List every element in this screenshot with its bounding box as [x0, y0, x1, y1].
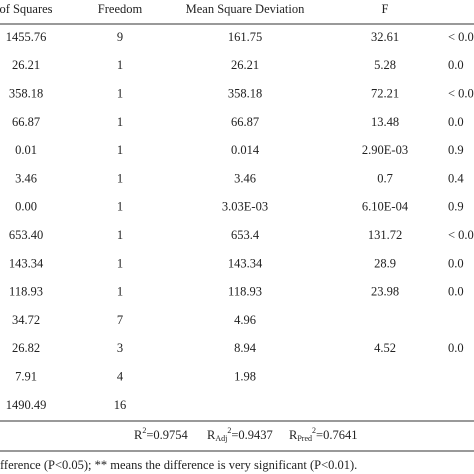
table-cell: 34.72	[12, 313, 40, 327]
table-cell: 1.98	[234, 369, 256, 383]
table-cell: 118.93	[228, 285, 262, 299]
stat-symbol: R	[134, 428, 143, 442]
table-cell: 0.0	[448, 58, 464, 72]
table-cell: 143.34	[9, 256, 44, 270]
table-cell: 0.0	[448, 285, 464, 299]
stat-subscript: Pred	[297, 434, 312, 443]
stat-value: =0.9754	[146, 428, 188, 442]
table-cell: 3	[117, 341, 123, 355]
table-cell: 1	[117, 171, 123, 185]
table-cell: 7	[117, 313, 123, 327]
table-cell: 143.34	[228, 256, 263, 270]
column-header: of Squares	[0, 2, 53, 16]
table-cell: 66.87	[12, 115, 40, 129]
table-cell: 358.18	[228, 86, 262, 100]
stat-value: =0.9437	[231, 428, 272, 442]
table-cell: 4.96	[234, 313, 256, 327]
table-cell: 1	[117, 58, 123, 72]
table-cell: 66.87	[231, 115, 259, 129]
table-cell: 653.4	[231, 228, 260, 242]
column-header: F	[382, 2, 389, 16]
fit-statistic: R2=0.9754	[134, 426, 189, 442]
table-cell: 0.9	[448, 143, 464, 157]
table-cell: 161.75	[228, 30, 262, 44]
table-cell: 358.18	[9, 86, 43, 100]
table-cell: 0.7	[377, 171, 393, 185]
table-cell: 1	[117, 86, 123, 100]
table-cell: 4.52	[374, 341, 396, 355]
table-cell: 3.46	[234, 171, 256, 185]
column-header: Mean Square Deviation	[186, 2, 305, 16]
table-cell: 2.90E-03	[362, 143, 408, 157]
table-cell: 8.94	[234, 341, 257, 355]
table-cell: 7.91	[15, 369, 37, 383]
table-cell: 0.00	[15, 200, 37, 214]
table-cell: 1	[117, 115, 123, 129]
stat-superscript: 2	[142, 426, 146, 435]
stat-symbol: R	[289, 428, 298, 442]
table-cell: 0.4	[448, 171, 464, 185]
table-cell: 4	[117, 369, 124, 383]
table-cell: 3.46	[15, 171, 37, 185]
stat-subscript: Adj	[215, 434, 227, 443]
table-cell: 0.01	[15, 143, 37, 157]
table-cell: 26.21	[231, 58, 259, 72]
stat-superscript: 2	[227, 426, 231, 435]
table-cell: 13.48	[371, 115, 399, 129]
footnote: fference (P<0.05); ** means the differen…	[0, 458, 357, 472]
table-cell: 9	[117, 30, 123, 44]
table-cell: < 0.0	[448, 228, 474, 242]
stat-symbol: R	[207, 428, 216, 442]
table-cell: 32.61	[371, 30, 399, 44]
table-cell: 0.014	[231, 143, 260, 157]
table-cell: 1	[117, 143, 123, 157]
stat-value: =0.7641	[316, 428, 357, 442]
table-cell: 23.98	[371, 285, 399, 299]
table-cell: 1	[117, 256, 123, 270]
table-cell: 6.10E-04	[362, 200, 409, 214]
table-cell: 1455.76	[6, 30, 47, 44]
table-cell: 131.72	[368, 228, 402, 242]
table-cell: < 0.0	[448, 86, 474, 100]
table-cell: 16	[114, 398, 127, 412]
table-cell: 118.93	[9, 285, 43, 299]
column-header: Freedom	[98, 2, 143, 16]
table-cell: 5.28	[374, 58, 396, 72]
fit-statistic: RAdj2=0.9437	[207, 426, 273, 443]
table-cell: 72.21	[371, 86, 399, 100]
table-cell: 1490.49	[6, 398, 47, 412]
table-cell: 28.9	[374, 256, 396, 270]
table-cell: 0.0	[448, 341, 464, 355]
table-cell: 0.0	[448, 115, 464, 129]
table-cell: 0.0	[448, 256, 464, 270]
stat-superscript: 2	[312, 426, 316, 435]
fit-statistic: RPred2=0.7641	[289, 426, 357, 443]
table-cell: 0.9	[448, 200, 464, 214]
table-cell: 26.82	[12, 341, 40, 355]
table-cell: 1	[117, 228, 123, 242]
table-cell: < 0.0	[448, 30, 474, 44]
table-cell: 1	[117, 200, 123, 214]
table-cell: 1	[117, 285, 123, 299]
table-cell: 3.03E-03	[222, 200, 268, 214]
table-cell: 653.40	[9, 228, 43, 242]
table-cell: 26.21	[12, 58, 40, 72]
